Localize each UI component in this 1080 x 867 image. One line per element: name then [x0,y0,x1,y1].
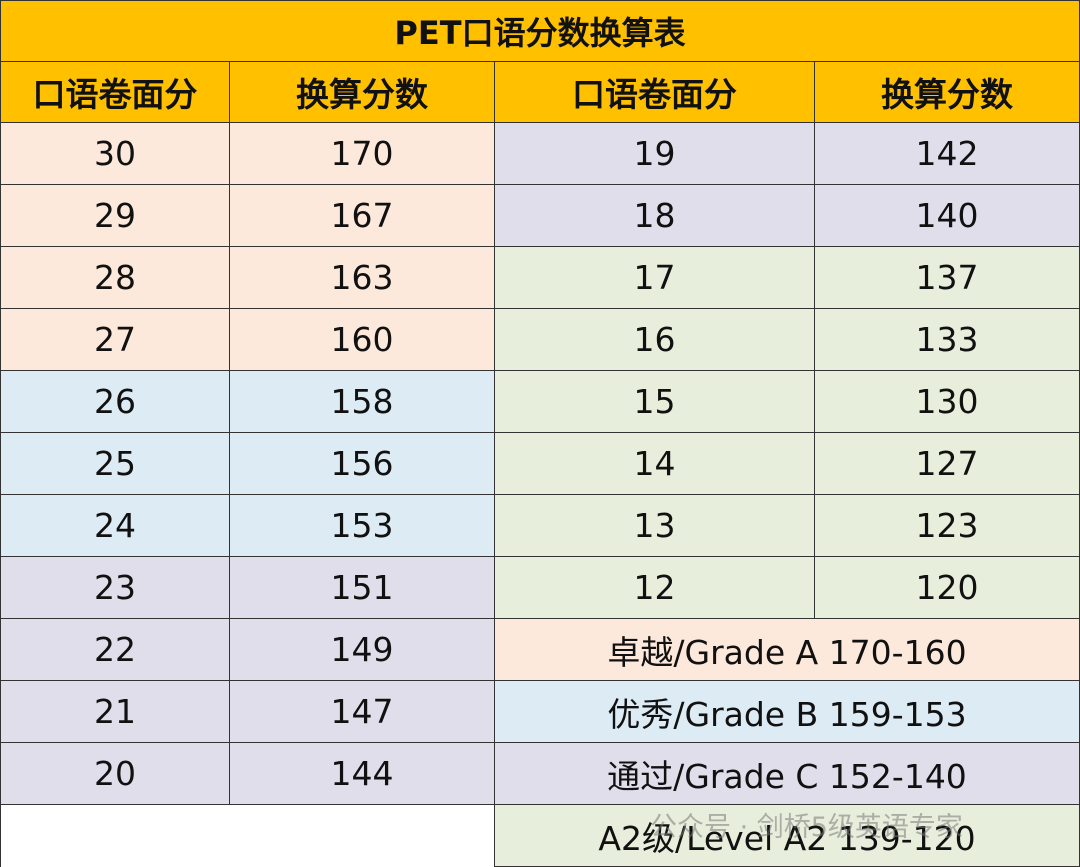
raw-score: 27 [0,309,230,371]
column-header: 换算分数 [815,62,1080,123]
raw-score: 26 [0,371,230,433]
raw-score: 30 [0,123,230,185]
raw-score: 25 [0,433,230,495]
raw-score: 14 [495,433,815,495]
raw-score: 13 [495,495,815,557]
converted-score: 133 [815,309,1080,371]
raw-score: 23 [0,557,230,619]
raw-score: 19 [495,123,815,185]
raw-score: 28 [0,247,230,309]
converted-score: 137 [815,247,1080,309]
converted-score: 163 [230,247,495,309]
raw-score: 20 [0,743,230,805]
raw-score: 29 [0,185,230,247]
converted-score: 142 [815,123,1080,185]
table-title: PET口语分数换算表 [0,0,1080,62]
converted-score: 151 [230,557,495,619]
raw-score: 22 [0,619,230,681]
converted-score: 127 [815,433,1080,495]
grade-band: 通过/Grade C 152-140 [495,743,1080,805]
converted-score: 156 [230,433,495,495]
column-header: 口语卷面分 [0,62,230,123]
raw-score: 16 [495,309,815,371]
converted-score: 167 [230,185,495,247]
raw-score: 17 [495,247,815,309]
raw-score: 18 [495,185,815,247]
converted-score: 130 [815,371,1080,433]
converted-score: 140 [815,185,1080,247]
raw-score: 15 [495,371,815,433]
grade-band: A2级/Level A2 139-120 [495,805,1080,867]
empty-cell [0,805,495,867]
converted-score: 120 [815,557,1080,619]
converted-score: 153 [230,495,495,557]
raw-score: 24 [0,495,230,557]
converted-score: 170 [230,123,495,185]
raw-score: 21 [0,681,230,743]
converted-score: 147 [230,681,495,743]
column-header: 口语卷面分 [495,62,815,123]
raw-score: 12 [495,557,815,619]
column-header: 换算分数 [230,62,495,123]
converted-score: 149 [230,619,495,681]
converted-score: 144 [230,743,495,805]
converted-score: 160 [230,309,495,371]
converted-score: 123 [815,495,1080,557]
converted-score: 158 [230,371,495,433]
grade-band: 卓越/Grade A 170-160 [495,619,1080,681]
grade-band: 优秀/Grade B 159-153 [495,681,1080,743]
